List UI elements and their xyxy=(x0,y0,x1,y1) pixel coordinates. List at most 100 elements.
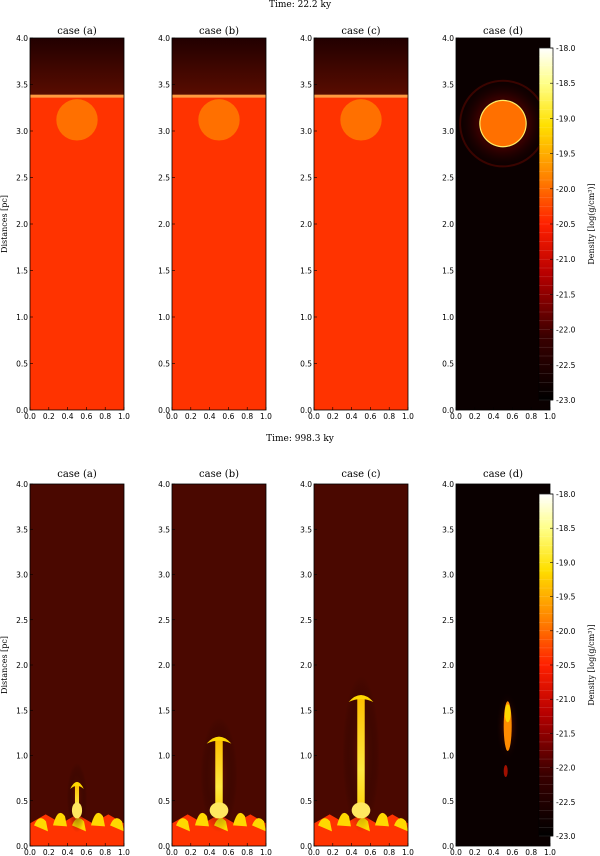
cloud xyxy=(56,99,98,141)
y-tick-label: 2.5 xyxy=(158,616,170,625)
x-tick-label: 0.2 xyxy=(327,412,339,421)
y-tick-label: 1.5 xyxy=(442,706,454,715)
y-tick-label: 3.0 xyxy=(442,127,454,136)
y-tick-label: 1.0 xyxy=(442,752,454,761)
tail-debris xyxy=(503,764,508,777)
x-tick-label: 0.6 xyxy=(222,412,234,421)
x-tick-label: 0.0 xyxy=(450,412,462,421)
figure-2: Time: 998.3 ky case (a) 0.0 0.2 0.4 0.6 0.8 1.0… xyxy=(0,434,596,856)
colorbar-tick-label: -22.0 xyxy=(556,764,576,773)
tail-core xyxy=(504,704,511,723)
colorbar: -18.0 -18.5 -19.0 -19.5 -20.0 -20.5 -21.0 -21.5… xyxy=(538,44,596,405)
y-axis-label: Distances [pc] xyxy=(0,195,9,253)
y-tick-label: 4.0 xyxy=(300,480,312,489)
y-tick-label: 3.5 xyxy=(442,81,454,90)
y-tick-label: 3.0 xyxy=(16,127,28,136)
y-tick-label: 3.0 xyxy=(158,127,170,136)
y-tick-label: 0.0 xyxy=(300,406,312,415)
x-tick-label: 0.8 xyxy=(241,848,253,856)
x-tick-label: 0.4 xyxy=(62,412,74,421)
x-tick-label: 1.0 xyxy=(118,412,130,421)
x-tick-label: 0.4 xyxy=(488,848,500,856)
y-tick-label: 0.0 xyxy=(158,406,170,415)
panel-1: case (a) 0.0 0.2 0.4 0.6 0.8 1.0 0.0 0.5 1.0 1.5 2.… xyxy=(16,469,130,856)
colorbar-tick-label: -19.5 xyxy=(556,150,576,159)
y-tick-label: 3.0 xyxy=(300,127,312,136)
y-tick-label: 1.0 xyxy=(442,313,454,322)
y-tick-label: 0.5 xyxy=(300,797,312,806)
x-tick-label: 0.4 xyxy=(346,848,358,856)
y-tick-label: 2.5 xyxy=(442,174,454,183)
y-tick-label: 0.0 xyxy=(442,842,454,851)
cloud xyxy=(480,101,526,147)
density-map xyxy=(456,484,550,846)
panel-title: case (c) xyxy=(341,26,380,37)
shock-interface xyxy=(314,94,408,98)
x-tick-label: 0.8 xyxy=(525,412,537,421)
y-tick-label: 3.0 xyxy=(442,571,454,580)
filament xyxy=(195,812,209,827)
density-map xyxy=(30,484,124,846)
filament xyxy=(176,818,190,832)
x-tick-label: 0.0 xyxy=(308,412,320,421)
y-tick-label: 2.5 xyxy=(158,174,170,183)
shock-interface xyxy=(172,94,266,98)
y-tick-label: 2.5 xyxy=(300,174,312,183)
y-tick-label: 2.0 xyxy=(300,661,312,670)
panel-title: case (c) xyxy=(341,469,380,480)
y-tick-label: 0.0 xyxy=(16,406,28,415)
panel-4: case (d) 0.0 0.2 0.4 0.6 0.8 1.0 0.0 0.5 1.0 1.5 2.… xyxy=(442,26,556,421)
colorbar-tick-label: -19.0 xyxy=(556,558,576,567)
y-tick-label: 0.0 xyxy=(158,842,170,851)
x-tick-label: 0.6 xyxy=(80,412,92,421)
y-tick-label: 0.5 xyxy=(16,360,28,369)
filament xyxy=(233,812,247,827)
density-map xyxy=(314,38,408,410)
x-tick-label: 0.2 xyxy=(185,848,197,856)
figure-title: Time: 998.3 ky xyxy=(266,434,335,444)
x-tick-label: 0.2 xyxy=(43,412,55,421)
density-map xyxy=(30,38,124,410)
colorbar-tick-label: -21.0 xyxy=(556,695,576,704)
plume-base xyxy=(209,802,229,819)
x-tick-label: 0.6 xyxy=(364,412,376,421)
y-tick-label: 2.0 xyxy=(442,220,454,229)
colorbar: -18.0 -18.5 -19.0 -19.5 -20.0 -20.5 -21.0 -21.5… xyxy=(538,490,596,841)
y-tick-label: 3.5 xyxy=(158,525,170,534)
y-tick-label: 3.0 xyxy=(300,571,312,580)
y-tick-label: 1.0 xyxy=(158,752,170,761)
plume-base xyxy=(351,802,371,819)
colorbar-label: Density [log(g/cm³)] xyxy=(587,624,596,705)
y-tick-label: 2.5 xyxy=(16,174,28,183)
filament xyxy=(337,812,351,827)
x-tick-label: 0.4 xyxy=(204,412,216,421)
colorbar-tick-label: -19.0 xyxy=(556,114,576,123)
y-tick-label: 2.5 xyxy=(300,616,312,625)
y-tick-label: 1.0 xyxy=(16,752,28,761)
y-tick-label: 3.5 xyxy=(442,525,454,534)
y-tick-label: 1.5 xyxy=(158,267,170,276)
density-map xyxy=(172,484,266,846)
x-tick-label: 1.0 xyxy=(402,848,414,856)
panel-title: case (d) xyxy=(483,469,523,480)
colorbar-tick-label: -22.5 xyxy=(556,361,576,370)
colorbar-tick-label: -19.5 xyxy=(556,593,576,602)
upper-layer xyxy=(30,38,124,96)
colorbar-tick-label: -21.5 xyxy=(556,290,576,299)
y-tick-label: 1.5 xyxy=(158,706,170,715)
y-tick-label: 1.0 xyxy=(16,313,28,322)
y-tick-label: 4.0 xyxy=(16,480,28,489)
colorbar-tick-label: -23.0 xyxy=(556,396,576,405)
figure-1: Time: 22.2 ky case (a) 0.0 0.2 0.4 0.6 0.8 1.0 0… xyxy=(0,0,596,421)
figure-title: Time: 22.2 ky xyxy=(269,0,332,10)
y-tick-label: 1.5 xyxy=(300,267,312,276)
y-tick-label: 1.5 xyxy=(16,706,28,715)
plume-base xyxy=(71,802,83,819)
plume-cap xyxy=(348,694,374,702)
x-tick-label: 0.0 xyxy=(166,412,178,421)
x-tick-label: 0.8 xyxy=(383,412,395,421)
filament xyxy=(375,812,389,827)
x-tick-label: 0.4 xyxy=(488,412,500,421)
x-tick-label: 0.0 xyxy=(24,848,36,856)
